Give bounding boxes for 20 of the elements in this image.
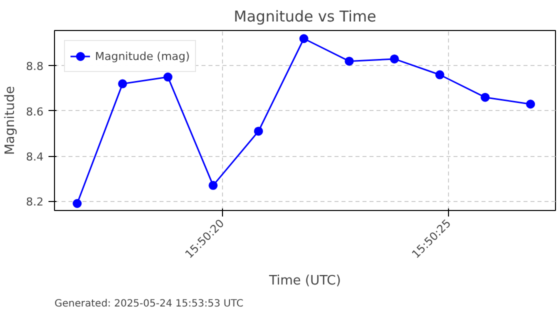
point [254,126,263,136]
y-tick-label: 8.2 [26,196,44,209]
point [344,56,354,66]
point [526,100,536,109]
point [390,54,399,64]
text: Generated: 2025-05-24 15:53:53 UTC [54,298,244,310]
point [118,79,128,88]
y-tick-label: 8.4 [26,150,44,164]
y-axis-title: Magnitude [3,86,18,155]
point [72,199,82,208]
point [480,92,490,102]
point [208,180,218,190]
point [435,70,444,80]
point [163,72,172,82]
y-tick-label: 8.6 [26,105,44,118]
point [299,34,308,44]
legend-label: Magnitude (mag) [95,50,190,62]
chart-title: Magnitude vs Time [234,8,376,26]
x-axis-title: Time (UTC) [268,274,341,289]
y-tick-label: 8.8 [26,60,44,74]
